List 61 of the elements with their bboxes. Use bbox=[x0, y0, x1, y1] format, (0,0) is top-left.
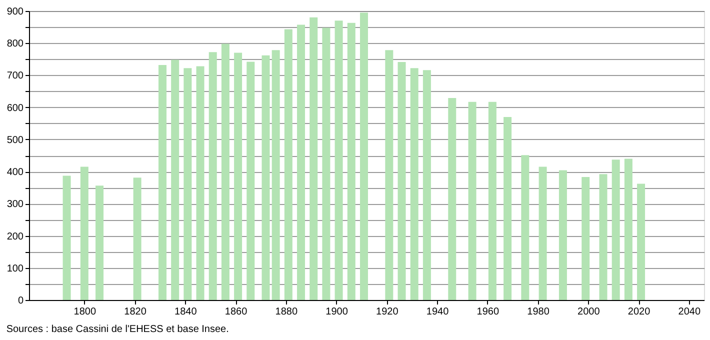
bar bbox=[62, 176, 71, 300]
bar bbox=[558, 170, 567, 300]
bar bbox=[521, 155, 530, 300]
bar bbox=[297, 24, 306, 300]
bar bbox=[196, 66, 204, 300]
y-tick-label: 300 bbox=[6, 199, 24, 210]
bar bbox=[410, 68, 418, 300]
bar bbox=[310, 17, 318, 300]
bar bbox=[538, 166, 547, 300]
bar bbox=[599, 174, 608, 300]
bar bbox=[80, 166, 88, 300]
bar bbox=[284, 29, 292, 300]
y-tick-label: 400 bbox=[6, 167, 24, 178]
y-tick-label: 600 bbox=[6, 102, 24, 114]
y-tick-label: 500 bbox=[6, 134, 24, 146]
y-tick-label: 100 bbox=[6, 263, 24, 274]
x-tick-label: 2040 bbox=[678, 306, 701, 318]
bar bbox=[334, 20, 343, 300]
bar bbox=[133, 178, 142, 300]
y-tick-label: 900 bbox=[6, 6, 24, 18]
bar bbox=[448, 98, 456, 300]
bar bbox=[184, 68, 192, 300]
x-tick-label: 1840 bbox=[174, 306, 198, 318]
x-tick-label: 1800 bbox=[74, 306, 96, 318]
bar bbox=[422, 70, 431, 300]
bar bbox=[171, 60, 180, 300]
bar bbox=[398, 62, 406, 300]
y-tick-label: 0 bbox=[18, 296, 24, 306]
bar bbox=[637, 184, 646, 300]
bar bbox=[221, 44, 230, 300]
bar bbox=[468, 102, 476, 300]
bar bbox=[582, 177, 590, 300]
y-tick-label: 200 bbox=[6, 231, 24, 242]
bar bbox=[612, 160, 620, 300]
y-tick-label: 800 bbox=[6, 38, 24, 50]
source-note: Sources : base Cassini de l'EHESS et base Insee. bbox=[6, 324, 229, 335]
x-tick-label: 1880 bbox=[275, 306, 298, 318]
y-tick-label: 700 bbox=[6, 70, 24, 82]
x-tick-label: 1920 bbox=[376, 306, 399, 318]
bar bbox=[322, 28, 330, 300]
x-tick-label: 1980 bbox=[527, 306, 550, 318]
bar bbox=[96, 186, 104, 300]
bar bbox=[262, 55, 270, 300]
x-tick-label: 2000 bbox=[578, 306, 600, 318]
bar bbox=[347, 22, 356, 300]
bar bbox=[360, 12, 368, 300]
bar bbox=[208, 52, 217, 300]
x-tick-label: 1820 bbox=[124, 306, 147, 318]
bar bbox=[272, 50, 280, 300]
bar bbox=[234, 52, 242, 300]
bar bbox=[385, 50, 394, 300]
x-tick-label: 1940 bbox=[426, 306, 450, 318]
bar bbox=[158, 64, 166, 300]
bar bbox=[624, 158, 632, 300]
bar bbox=[488, 102, 496, 300]
x-tick-label: 1860 bbox=[224, 306, 248, 318]
bar bbox=[504, 116, 512, 300]
x-tick-label: 1960 bbox=[476, 306, 500, 318]
x-tick-label: 2020 bbox=[628, 306, 651, 318]
bar bbox=[246, 62, 255, 300]
x-tick-label: 1900 bbox=[326, 306, 348, 318]
